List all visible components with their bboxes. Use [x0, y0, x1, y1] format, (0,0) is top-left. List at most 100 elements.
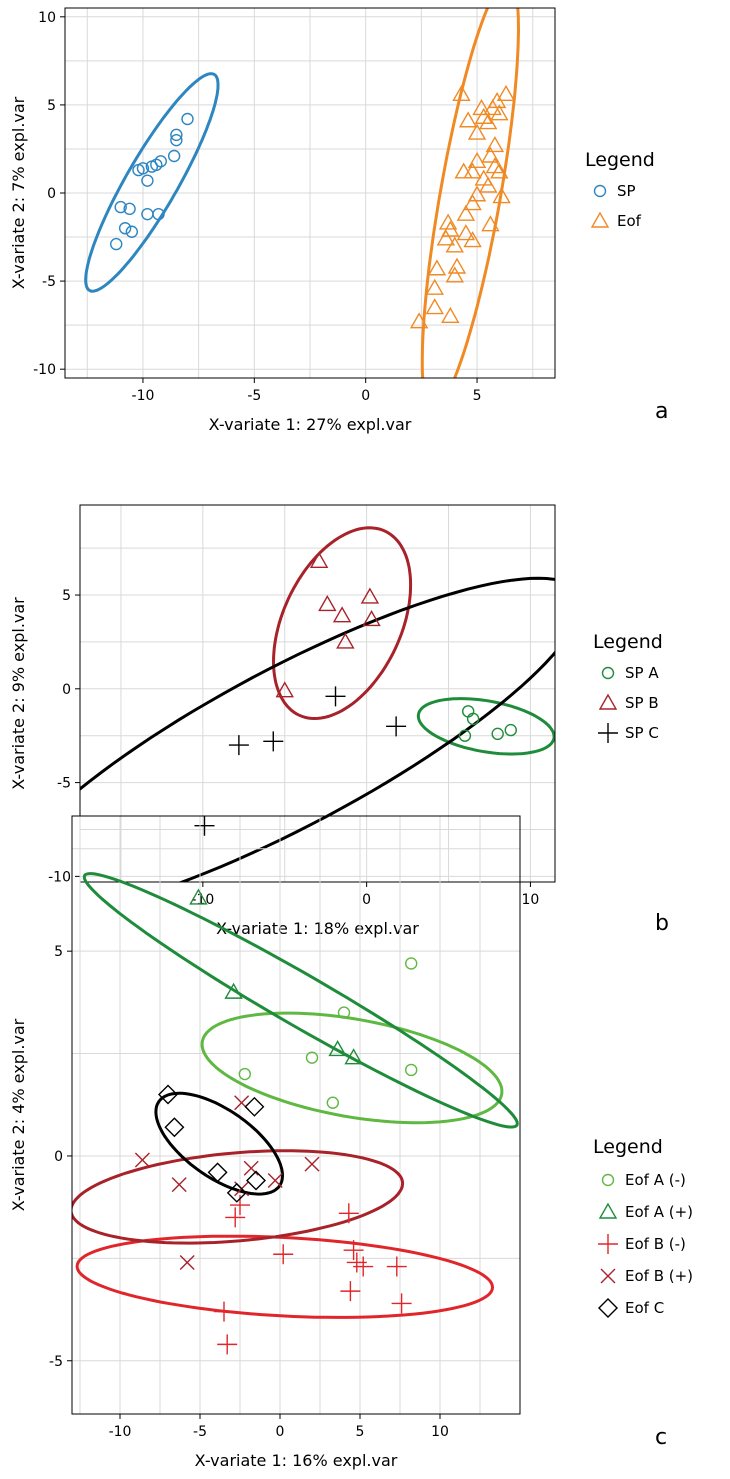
grid [72, 816, 521, 1414]
data-point [405, 957, 418, 970]
series-2 [214, 1195, 412, 1355]
data-point [275, 681, 294, 698]
y-tick-label: 10 [38, 10, 56, 26]
data-point [353, 1256, 374, 1277]
series-1 [189, 888, 363, 1065]
data-point [170, 128, 183, 142]
data-point [189, 888, 208, 905]
legend-key [598, 1234, 618, 1254]
data-point [490, 162, 509, 179]
confidence-ellipse-2 [75, 1234, 495, 1319]
series-1 [409, 84, 516, 329]
data-point [478, 176, 498, 193]
data-point [452, 84, 471, 102]
y-tick-label: -10 [33, 362, 56, 378]
y-tick-label: -5 [42, 274, 56, 290]
grid [65, 8, 555, 378]
data-point [170, 133, 183, 147]
data-point [328, 1040, 347, 1057]
data-point [164, 1117, 185, 1138]
data-point [238, 1067, 252, 1081]
legend-title: Legend [593, 1136, 663, 1158]
data-point [132, 163, 145, 177]
x-tick-label: 5 [356, 1424, 365, 1440]
plot-area [80, 526, 555, 882]
legend-label: Eof A (-) [625, 1171, 686, 1189]
data-point [141, 207, 154, 221]
confidence-ellipse-1 [82, 872, 519, 1129]
legend: Legend SP A SP B SP C [593, 631, 663, 743]
data-point [217, 1334, 238, 1355]
series-2 [194, 686, 407, 836]
data-point [114, 200, 127, 214]
legend-title: Legend [585, 149, 655, 171]
data-point [445, 266, 464, 283]
data-point [332, 606, 352, 623]
data-point [386, 716, 407, 737]
x-tick-label: -10 [109, 1424, 132, 1440]
series-4 [158, 1084, 266, 1203]
data-point [309, 551, 329, 568]
data-point [226, 1182, 247, 1203]
data-point [436, 229, 456, 246]
y-tick-label: -5 [57, 776, 71, 792]
data-point [427, 259, 447, 276]
x-tick-label: -5 [193, 1424, 207, 1440]
legend-key [593, 184, 607, 198]
data-point [337, 1006, 351, 1019]
data-point [409, 312, 429, 329]
y-tick-label: 0 [47, 186, 56, 202]
x-tick-label: 0 [362, 892, 371, 908]
legend-label: SP [617, 182, 636, 200]
series-1 [275, 551, 381, 698]
legend-label: Eof C [625, 1299, 664, 1317]
x-tick-label: 10 [522, 892, 540, 908]
series-0 [238, 957, 418, 1109]
legend-key [600, 1268, 616, 1284]
y-tick-label: -10 [48, 869, 71, 885]
legend-label: Eof A (+) [625, 1203, 693, 1221]
series-0 [458, 705, 517, 742]
data-point [214, 1301, 234, 1322]
data-point [145, 160, 159, 173]
confidence-ellipse-0 [200, 1011, 504, 1125]
data-point [304, 1156, 320, 1172]
data-point [263, 731, 284, 752]
data-point [158, 1084, 178, 1105]
data-point [456, 224, 476, 241]
y-axis-label: X-variate 2: 7% expl.var [9, 96, 28, 289]
data-point [456, 204, 476, 221]
plot-frame [79, 504, 556, 883]
chart-panel-a: -10 -5 0 5 -10 -5 0 5 10 X-variate 1: 27% expl.va… [9, 7, 668, 434]
data-point [454, 162, 473, 179]
legend-label: SP B [625, 694, 659, 712]
data-point [273, 1244, 294, 1265]
y-tick-label: 5 [47, 98, 56, 114]
x-tick-label: 5 [473, 388, 482, 404]
data-point [405, 1063, 418, 1077]
y-tick-label: -5 [49, 1354, 63, 1370]
data-point [425, 278, 444, 295]
data-point [445, 236, 464, 253]
panel-letter: c [655, 1425, 667, 1450]
chart-panel-b: -10 0 10 -10 -5 0 5 X-variate 1: 18% expl.var X-… [9, 504, 669, 938]
x-tick-label: -5 [247, 388, 261, 404]
legend-key [590, 211, 610, 228]
data-point [463, 162, 482, 179]
legend-key [598, 723, 618, 743]
data-point [425, 298, 444, 315]
y-tick-label: 5 [62, 588, 71, 604]
data-point [225, 1207, 246, 1228]
data-point [481, 146, 500, 163]
series-3 [134, 1095, 320, 1270]
data-point [305, 1051, 319, 1064]
data-point [463, 194, 482, 211]
series-0 [110, 112, 194, 251]
data-point [487, 91, 507, 109]
data-point [194, 815, 215, 836]
data-point [441, 306, 460, 324]
x-tick-label: -10 [132, 388, 155, 404]
data-point [467, 123, 487, 140]
data-point [467, 185, 487, 202]
x-tick-label: 10 [431, 1424, 449, 1440]
